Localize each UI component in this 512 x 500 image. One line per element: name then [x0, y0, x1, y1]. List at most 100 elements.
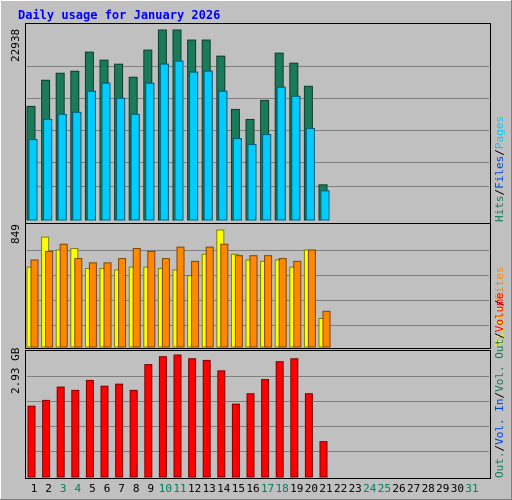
day-label: 16: [246, 482, 259, 495]
bar-sites-day-9: [147, 250, 156, 348]
legend-entry: Vol. Out: [493, 339, 506, 392]
bar-volume-day-4: [71, 389, 80, 478]
bar-sites-day-5: [88, 262, 97, 348]
bar-sites-day-13: [205, 246, 214, 348]
day-label: 23: [349, 482, 362, 495]
bar-volume-day-5: [85, 379, 94, 478]
legend-entry: /: [493, 189, 506, 196]
day-label: 18: [276, 482, 289, 495]
day-label: 11: [173, 482, 186, 495]
day-label: 7: [118, 482, 125, 495]
bar-volume-day-8: [129, 389, 138, 478]
bar-pages-day-1: [28, 139, 38, 221]
bar-volume-day-17: [261, 379, 270, 478]
bar-volume-day-3: [56, 386, 65, 478]
day-label: 29: [436, 482, 449, 495]
day-label: 20: [305, 482, 318, 495]
bar-pages-day-8: [130, 113, 140, 221]
bar-volume-day-12: [188, 358, 197, 478]
bar-sites-day-16: [249, 255, 258, 348]
bar-sites-day-18: [278, 258, 287, 348]
bar-pages-day-21: [320, 190, 330, 221]
day-label: 30: [451, 482, 464, 495]
visits-y-max-label: 849: [9, 224, 22, 244]
bar-sites-day-17: [264, 255, 273, 348]
bar-pages-day-11: [174, 60, 184, 221]
bar-sites-day-4: [74, 258, 83, 348]
bar-pages-day-14: [218, 90, 228, 221]
chart-title: Daily usage for January 2026: [18, 8, 220, 22]
bar-sites-day-21: [322, 310, 331, 348]
bars: [26, 29, 331, 478]
bar-volume-day-13: [202, 359, 211, 478]
day-label: 13: [203, 482, 216, 495]
bar-sites-day-8: [132, 248, 141, 348]
bar-volume-day-21: [319, 441, 328, 478]
bar-pages-day-10: [159, 63, 169, 221]
legend-visits-sites: Visits/ Sites: [493, 267, 506, 347]
bar-volume-day-18: [275, 361, 284, 478]
bar-volume-day-9: [144, 364, 153, 478]
bar-pages-day-15: [232, 138, 242, 221]
day-label: 2: [45, 482, 52, 495]
day-label: 27: [407, 482, 420, 495]
bar-sites-day-19: [293, 260, 302, 348]
bar-sites-day-11: [176, 246, 185, 348]
day-label: 21: [319, 482, 332, 495]
bar-pages-day-7: [116, 97, 126, 221]
bar-pages-day-4: [72, 111, 82, 221]
bar-volume-day-16: [246, 393, 255, 478]
legend-hits-files-pages: Hits/Files/Pages: [493, 116, 506, 222]
bar-pages-day-12: [189, 71, 199, 221]
bar-pages-day-3: [57, 113, 67, 221]
bar-sites-day-3: [59, 243, 68, 348]
legend-entry: Files: [493, 156, 506, 189]
bar-pages-day-5: [86, 90, 96, 221]
bar-volume-day-2: [42, 399, 51, 478]
bar-pages-day-9: [145, 82, 155, 221]
day-label: 4: [74, 482, 81, 495]
bar-sites-day-14: [220, 243, 229, 348]
legend-entry: /: [493, 332, 506, 339]
legend-entry: Pages: [493, 116, 506, 149]
panel-frames: [25, 23, 491, 479]
legend-entry: Out.: [493, 452, 506, 479]
day-label: 9: [147, 482, 154, 495]
bar-pages-day-6: [101, 82, 111, 221]
day-label: 1: [31, 482, 38, 495]
bar-volume-day-14: [217, 370, 226, 478]
bar-pages-day-19: [291, 95, 301, 221]
bar-sites-day-15: [234, 255, 243, 348]
hits-y-max-label: 22938: [9, 29, 22, 62]
bar-volume-day-19: [290, 358, 299, 478]
panel-frame-volume: [25, 350, 491, 479]
day-label: 6: [104, 482, 111, 495]
legend-entry: /: [493, 392, 506, 399]
bar-volume-day-10: [158, 356, 167, 478]
day-label: 26: [392, 482, 405, 495]
bar-sites-day-1: [30, 259, 39, 348]
day-label: 15: [232, 482, 245, 495]
bar-volume-day-11: [173, 354, 182, 478]
day-label: 19: [290, 482, 303, 495]
day-label: 14: [217, 482, 231, 495]
legend-entry: Sites: [493, 267, 506, 300]
bar-volume-day-15: [231, 403, 240, 478]
day-labels: 1 2 3 4 5 6 7 8 9 10 11 12 13 14 15 16 17 18 19 20 21 22 23 24 2…: [31, 482, 479, 495]
bar-volume-day-6: [100, 385, 109, 478]
legend-entry: Visits: [493, 306, 506, 346]
panel-frame-visits: [25, 223, 491, 349]
bar-pages-day-17: [262, 134, 272, 221]
bar-sites-day-6: [103, 262, 112, 348]
day-label: 31: [465, 482, 478, 495]
bar-sites-day-20: [307, 249, 316, 348]
day-label: 10: [159, 482, 172, 495]
legend-entry: Volume: [493, 293, 506, 333]
day-label: 3: [60, 482, 67, 495]
bar-pages-day-13: [203, 70, 213, 221]
day-label: 22: [334, 482, 347, 495]
legend-entry: Hits: [493, 196, 506, 223]
bar-pages-day-20: [305, 128, 315, 221]
